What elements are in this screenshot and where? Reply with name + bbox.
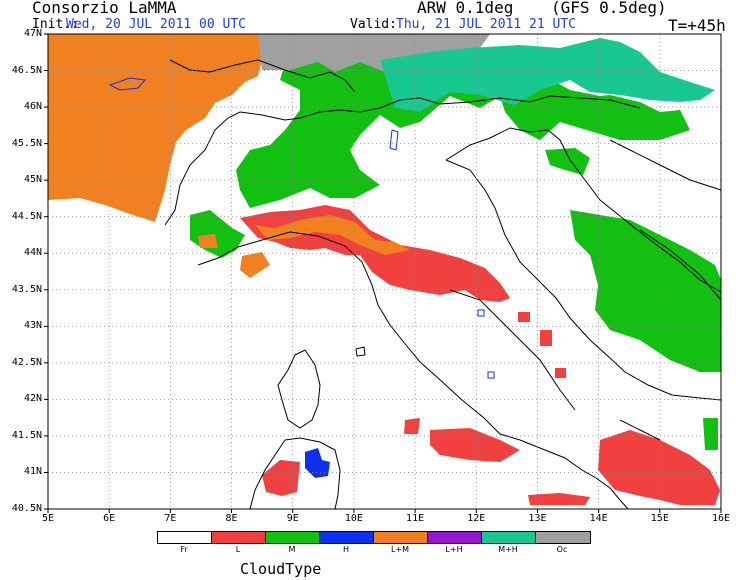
lat-tick-label: 42N: [23, 393, 42, 405]
cloud-area-mh: [380, 38, 715, 112]
lat-tick-label: 42.5N: [11, 356, 42, 368]
legend-label: L: [235, 545, 241, 554]
border-alps: [164, 95, 641, 226]
cloud-area-lm-ligurian: [255, 215, 410, 255]
lat-tick-label: 45.5N: [11, 137, 42, 149]
valid-label: Valid:: [350, 17, 397, 32]
cloud-area-m-adriatic: [570, 210, 721, 372]
legend-label: L+H: [445, 545, 463, 554]
lon-tick-label: 12E: [467, 513, 486, 524]
coastline-venice: [445, 127, 722, 293]
map-frame: [47, 33, 722, 510]
cloudtype-legend: [157, 531, 591, 544]
legend-title: CloudType: [240, 560, 322, 578]
lat-tick-label: 41.5N: [11, 429, 42, 441]
cloud-area-m-east-spot: [703, 418, 718, 450]
lon-tick-label: 11E: [406, 513, 425, 524]
legend-swatch-l: [212, 532, 266, 543]
lat-tick-label: 46N: [23, 101, 42, 113]
lon-tick-label: 6E: [103, 513, 116, 524]
coastline-elba: [355, 346, 366, 357]
legend-label: Fr: [180, 545, 188, 554]
graticule: [48, 34, 721, 509]
cloud-area-l-tyrrhenian: [404, 418, 520, 462]
lat-tick-label: 40.5N: [11, 503, 42, 514]
lon-tick-label: 13E: [528, 513, 547, 524]
agency-title: Consorzio LaMMA: [32, 0, 177, 17]
lon-tick-label: 8E: [225, 513, 238, 524]
legend-label: M: [288, 545, 296, 554]
legend-label: M+H: [498, 545, 518, 554]
cloud-area-lm-west: [48, 34, 262, 222]
lon-tick-label: 14E: [589, 513, 608, 524]
cloud-fields: [48, 34, 721, 505]
lat-tick-label: 46.5N: [11, 64, 42, 76]
valid-value: Thu, 21 JUL 2011 21 UTC: [396, 17, 577, 32]
lake-garda: [389, 129, 399, 151]
lon-tick-label: 10E: [344, 513, 363, 524]
init-label: Init.:: [32, 17, 79, 32]
axis-ticks: [44, 33, 722, 513]
lat-tick-label: 41N: [23, 466, 42, 478]
border-switzerland: [169, 59, 356, 93]
lake-trasimeno: [477, 309, 485, 317]
cloud-area-h-sardinia: [305, 448, 330, 478]
cloud-area-m-north-adriatic: [545, 148, 590, 175]
lat-tick-label: 43N: [23, 320, 42, 332]
lakes: [108, 77, 495, 379]
cloud-area-lm-provence: [198, 234, 270, 278]
lon-tick-label: 16E: [711, 513, 731, 524]
lat-tick-label: 45N: [23, 174, 42, 186]
legend-label: L+M: [390, 545, 410, 554]
legend-swatch-m: [266, 532, 320, 543]
cloud-area-l-adriatic-spots: [518, 312, 566, 378]
cloud-area-m-alps: [236, 38, 690, 208]
lake-geneva: [108, 77, 146, 91]
lon-tick-label: 5E: [41, 513, 55, 524]
lon-tick-label: 9E: [286, 513, 299, 524]
coastline-corsica: [277, 349, 321, 429]
cloud-area-oc: [258, 34, 490, 78]
legend-swatch-l-h: [428, 532, 482, 543]
coastline-sardinia: [249, 437, 341, 510]
legend-label: H: [342, 545, 349, 554]
model-name: ARW 0.1deg: [417, 0, 514, 17]
legend-label: Oc: [556, 545, 568, 554]
legend-swatch-m-h: [482, 532, 536, 543]
cloud-area-l-sardinia-west: [262, 460, 300, 496]
coastline-italy-west: [197, 231, 629, 510]
legend-swatch-oc: [536, 532, 590, 543]
gfs-resolution: (GFS 0.5deg): [551, 0, 667, 17]
lon-tick-label: 15E: [650, 513, 669, 524]
init-value: Wed, 20 JUL 2011 00 UTC: [66, 17, 247, 32]
lat-tick-label: 44N: [23, 247, 42, 259]
legend-swatch-fr: [158, 532, 212, 543]
legend-swatch-l-m: [374, 532, 428, 543]
lake-bolsena: [487, 371, 495, 379]
forecast-step: T=+45h: [668, 16, 726, 35]
cloud-area-l-tyrrhenian-south: [528, 493, 590, 505]
lat-tick-label: 44.5N: [11, 210, 42, 222]
cloud-area-l-calabria: [598, 430, 720, 505]
legend-swatch-h: [320, 532, 374, 543]
border-central-italy: [449, 289, 576, 411]
lon-tick-label: 7E: [164, 513, 177, 524]
border-balkans: [609, 139, 722, 441]
lat-tick-label: 47N: [23, 28, 42, 39]
lat-tick-label: 43.5N: [11, 283, 42, 295]
